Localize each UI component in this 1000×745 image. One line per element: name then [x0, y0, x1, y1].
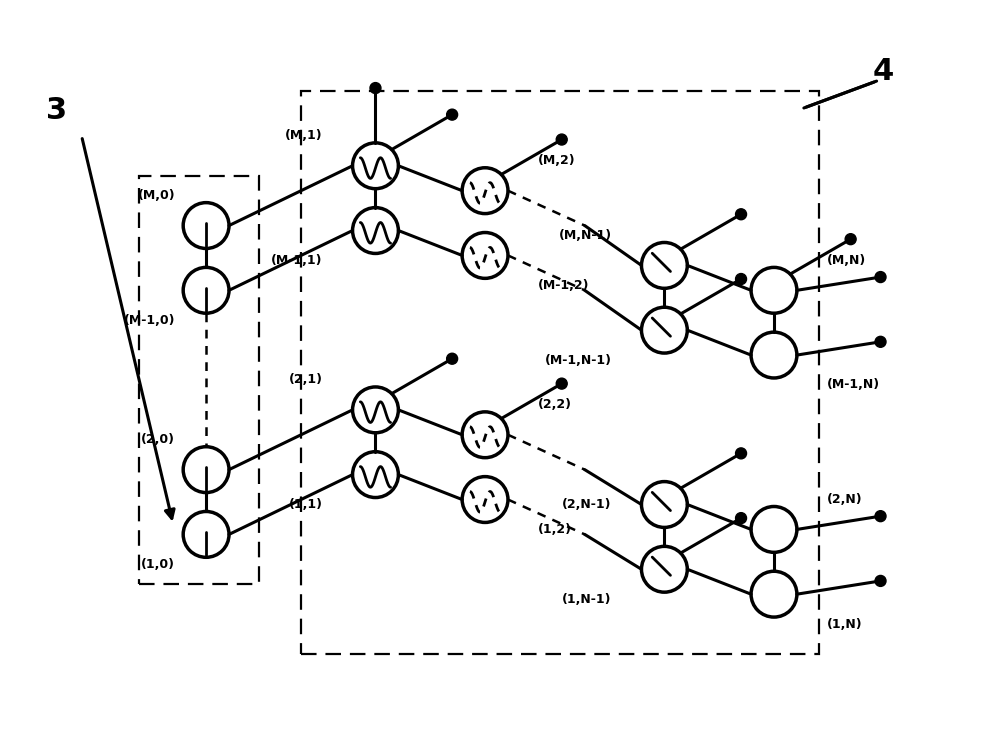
Circle shape	[736, 513, 747, 524]
Text: (2,N): (2,N)	[827, 493, 862, 506]
Circle shape	[875, 272, 886, 282]
Text: (M-1,2): (M-1,2)	[538, 279, 589, 292]
Text: (M-1,N): (M-1,N)	[827, 378, 880, 391]
Text: (M-1,N-1): (M-1,N-1)	[545, 354, 612, 367]
Text: (1,N): (1,N)	[827, 618, 862, 630]
Text: (2,1): (2,1)	[289, 373, 323, 387]
Text: (1,2): (1,2)	[538, 523, 572, 536]
Text: (2,2): (2,2)	[538, 399, 572, 411]
Text: (2,0): (2,0)	[141, 434, 175, 446]
Text: (1,1): (1,1)	[289, 498, 323, 511]
Text: (2,N-1): (2,N-1)	[562, 498, 612, 511]
Circle shape	[447, 110, 458, 120]
Text: (M-1,1): (M-1,1)	[271, 254, 323, 267]
Bar	[139, 176, 259, 584]
Circle shape	[556, 134, 567, 145]
Circle shape	[736, 273, 747, 285]
Bar	[301, 91, 819, 654]
Text: (M,1): (M,1)	[285, 130, 323, 142]
Circle shape	[447, 353, 458, 364]
Text: (M,N-1): (M,N-1)	[558, 229, 612, 242]
Circle shape	[875, 336, 886, 347]
Circle shape	[556, 378, 567, 389]
Text: (1,0): (1,0)	[141, 558, 175, 571]
Text: (1,N-1): (1,N-1)	[562, 593, 612, 606]
Text: (M,2): (M,2)	[538, 154, 575, 168]
Text: (M,0): (M,0)	[138, 189, 175, 202]
Circle shape	[845, 234, 856, 244]
Text: (M,N): (M,N)	[827, 254, 866, 267]
Text: (M-1,0): (M-1,0)	[124, 314, 175, 327]
Text: 4: 4	[873, 57, 894, 86]
Circle shape	[875, 510, 886, 522]
Circle shape	[875, 575, 886, 586]
Text: 3: 3	[46, 97, 67, 125]
Circle shape	[736, 209, 747, 220]
Circle shape	[370, 83, 381, 94]
Circle shape	[736, 448, 747, 459]
